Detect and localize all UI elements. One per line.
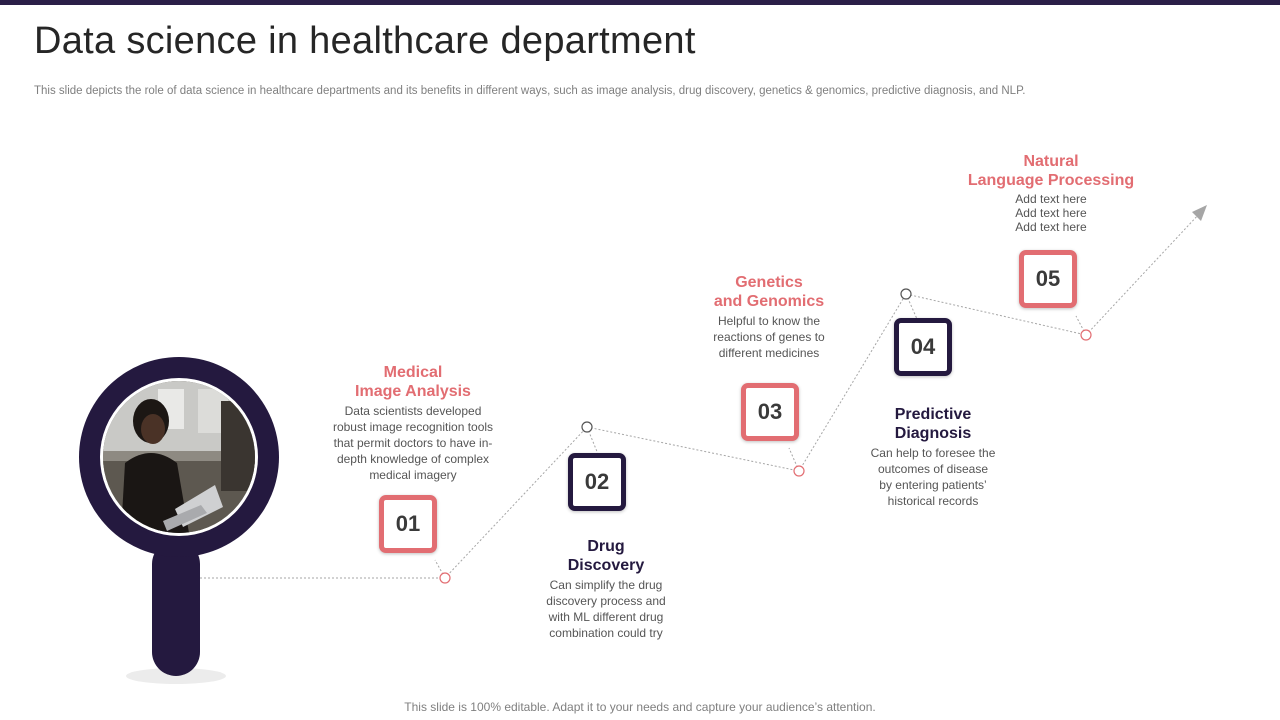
step-05-desc-line: Add text here: [1015, 220, 1087, 234]
step-04-desc-line: outcomes of disease: [877, 462, 989, 476]
step-03-heading: Genetics and Genomics: [669, 273, 869, 311]
step-04-desc-line: by entering patients’: [879, 478, 987, 492]
step-01-heading-line2: Image Analysis: [355, 383, 471, 400]
step-02-box: 02: [568, 453, 626, 511]
step-03-heading-line1: Genetics: [735, 274, 803, 291]
step-01-desc-line: medical imagery: [369, 468, 457, 482]
step-02-desc-line: combination could try: [549, 626, 663, 640]
connector-stem-01: [434, 559, 446, 579]
magnifier-handle: [152, 540, 200, 676]
page-title: Data science in healthcare department: [34, 20, 696, 62]
step-04-desc-line: historical records: [887, 494, 979, 508]
arrow-head-icon: [1192, 205, 1207, 221]
step-01-desc-line: Data scientists developed: [344, 404, 482, 418]
step-05-description: Add text here Add text here Add text her…: [941, 192, 1161, 234]
step-03-box: 03: [741, 383, 799, 441]
step-01-desc-line: robust image recognition tools: [332, 420, 494, 434]
node-05: [1080, 329, 1092, 341]
step-02-heading-line2: Discovery: [567, 557, 645, 574]
node-04: [900, 288, 912, 300]
step-02-description: Can simplify the drug discovery process …: [506, 577, 706, 641]
footer-note: This slide is 100% editable. Adapt it to…: [404, 700, 876, 714]
step-05-heading-line1: Natural: [1023, 153, 1079, 170]
step-02-desc-line: with ML different drug: [548, 610, 664, 624]
step-05-desc-line: Add text here: [1015, 192, 1087, 206]
step-03-desc-line: different medicines: [718, 346, 820, 360]
step-03-description: Helpful to know the reactions of genes t…: [669, 313, 869, 361]
step-03-desc-line: Helpful to know the: [717, 314, 821, 328]
person-photo: [103, 381, 255, 533]
step-04-text: Predictive Diagnosis Can help to foresee…: [833, 405, 1033, 509]
page-subtitle: This slide depicts the role of data scie…: [34, 85, 1026, 97]
step-04-desc-line: Can help to foresee the: [870, 446, 996, 460]
node-02: [581, 421, 593, 433]
step-03-heading-line2: and Genomics: [713, 293, 825, 310]
step-02-heading: Drug Discovery: [506, 537, 706, 575]
step-05-number: 05: [1035, 266, 1061, 291]
step-01-desc-line: depth knowledge of complex: [336, 452, 490, 466]
step-01-heading: Medical Image Analysis: [303, 363, 523, 401]
step-01-description: Data scientists developed robust image r…: [303, 403, 523, 483]
step-04-heading: Predictive Diagnosis: [833, 405, 1033, 443]
step-02-desc-line: Can simplify the drug: [549, 578, 663, 592]
step-05-box: 05: [1019, 250, 1077, 308]
step-05-heading: Natural Language Processing: [941, 152, 1161, 190]
step-01-box: 01: [379, 495, 437, 553]
step-04-description: Can help to foresee the outcomes of dise…: [833, 445, 1033, 509]
step-02-heading-line1: Drug: [587, 538, 625, 555]
step-01-text: Medical Image Analysis Data scientists d…: [303, 363, 523, 483]
node-03: [793, 465, 805, 477]
top-accent-bar: [0, 0, 1280, 5]
connector-stem-05: [1075, 315, 1087, 336]
node-01: [439, 572, 451, 584]
step-05-heading-line2: Language Processing: [967, 172, 1135, 189]
step-02-text: Drug Discovery Can simplify the drug dis…: [506, 537, 706, 641]
step-05-text: Natural Language Processing Add text her…: [941, 152, 1161, 234]
step-01-number: 01: [395, 511, 421, 536]
step-02-number: 02: [584, 469, 610, 494]
step-01-desc-line: that permit doctors to have in-: [333, 436, 493, 450]
step-05-desc-line: Add text here: [1015, 206, 1087, 220]
step-02-desc-line: discovery process and: [546, 594, 666, 608]
step-03-text: Genetics and Genomics Helpful to know th…: [669, 273, 869, 361]
step-04-heading-line2: Diagnosis: [894, 425, 972, 442]
step-03-desc-line: reactions of genes to: [713, 330, 825, 344]
step-03-number: 03: [757, 399, 783, 424]
step-04-box: 04: [894, 318, 952, 376]
step-01-heading-line1: Medical: [383, 364, 443, 381]
step-04-number: 04: [910, 334, 936, 359]
step-04-heading-line1: Predictive: [894, 406, 972, 423]
